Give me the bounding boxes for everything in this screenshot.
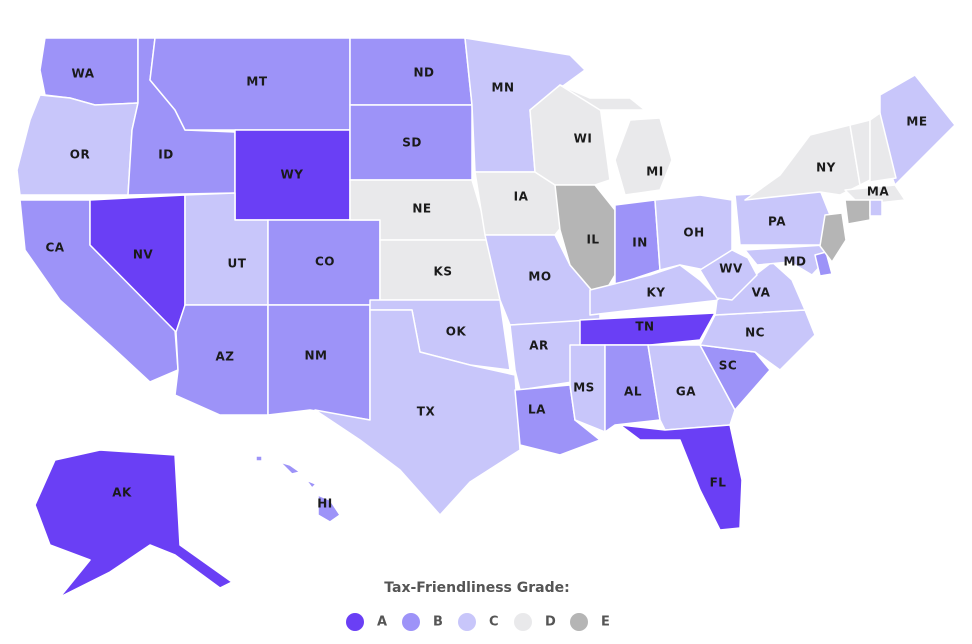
state-label: ND <box>413 66 434 80</box>
state-label: IL <box>586 233 599 247</box>
state <box>34 449 233 598</box>
state-label: NC <box>745 326 765 340</box>
legend-swatch <box>346 613 364 631</box>
state-label: NY <box>816 161 836 175</box>
legend-swatch <box>570 613 588 631</box>
state-label: FL <box>710 476 727 490</box>
state-label: CO <box>315 255 335 269</box>
state <box>604 344 661 433</box>
state-label: WV <box>719 262 743 276</box>
state <box>619 424 743 531</box>
states <box>16 37 956 598</box>
state-label: OR <box>70 148 90 162</box>
state-label: UT <box>228 257 247 271</box>
state-label: NE <box>412 202 431 216</box>
state-label: WY <box>281 168 304 182</box>
legend-title: Tax-Friendliness Grade: <box>384 580 569 596</box>
state <box>814 251 833 277</box>
legend-label: E <box>601 615 610 630</box>
state-label: ID <box>158 148 173 162</box>
state-label: MA <box>867 185 889 199</box>
state-label: TX <box>417 405 436 419</box>
state-label: IN <box>632 236 648 250</box>
state <box>267 304 371 421</box>
state-label: AL <box>624 385 642 399</box>
state-label: AZ <box>216 350 235 364</box>
state <box>569 344 606 433</box>
state-label: MD <box>784 255 807 269</box>
state-labels: WA OR CA NV ID MT WY UT CO AZ NM ND SD NE KS OK TX MN IA MO… <box>45 66 927 511</box>
state <box>314 309 521 516</box>
state-label: KY <box>647 286 666 300</box>
state-label: WI <box>574 132 593 146</box>
legend-label: C <box>489 615 499 630</box>
state-label: NM <box>305 349 328 363</box>
state-label: MS <box>573 381 595 395</box>
state-label: VA <box>752 286 771 300</box>
state <box>819 212 847 263</box>
state <box>699 249 758 301</box>
state-label: SD <box>402 136 422 150</box>
state-label: WA <box>72 67 95 81</box>
state-label: AK <box>112 486 132 500</box>
legend: A B C D E <box>346 613 610 631</box>
state-label: NV <box>133 248 154 262</box>
state <box>589 264 721 316</box>
state-label: MN <box>492 81 515 95</box>
legend-swatch <box>514 613 532 631</box>
state-label: MT <box>246 75 267 89</box>
state <box>844 199 871 225</box>
state <box>559 84 673 196</box>
state <box>869 199 883 217</box>
state <box>744 124 861 201</box>
state-label: KS <box>434 265 453 279</box>
legend-label: D <box>545 615 556 630</box>
state <box>579 312 716 346</box>
state-label: LA <box>528 403 546 417</box>
state-label: OH <box>683 226 704 240</box>
state-label: PA <box>768 215 786 229</box>
state-label: MO <box>528 270 551 284</box>
state <box>869 112 897 183</box>
legend-label: B <box>433 615 443 630</box>
state <box>349 37 473 106</box>
state-label: OK <box>446 325 467 339</box>
state-label: CA <box>45 241 64 255</box>
state-label: GA <box>676 385 696 399</box>
state-label: HI <box>317 497 333 511</box>
legend-label: A <box>377 615 387 630</box>
legend-swatch <box>458 613 476 631</box>
state-label: AR <box>529 339 549 353</box>
state-label: TN <box>635 320 654 334</box>
state <box>16 94 139 196</box>
state-label: SC <box>719 359 737 373</box>
legend-swatch <box>402 613 420 631</box>
state-label: ME <box>906 115 927 129</box>
state-label: MI <box>646 165 663 179</box>
state-label: IA <box>514 190 529 204</box>
state <box>255 455 341 523</box>
